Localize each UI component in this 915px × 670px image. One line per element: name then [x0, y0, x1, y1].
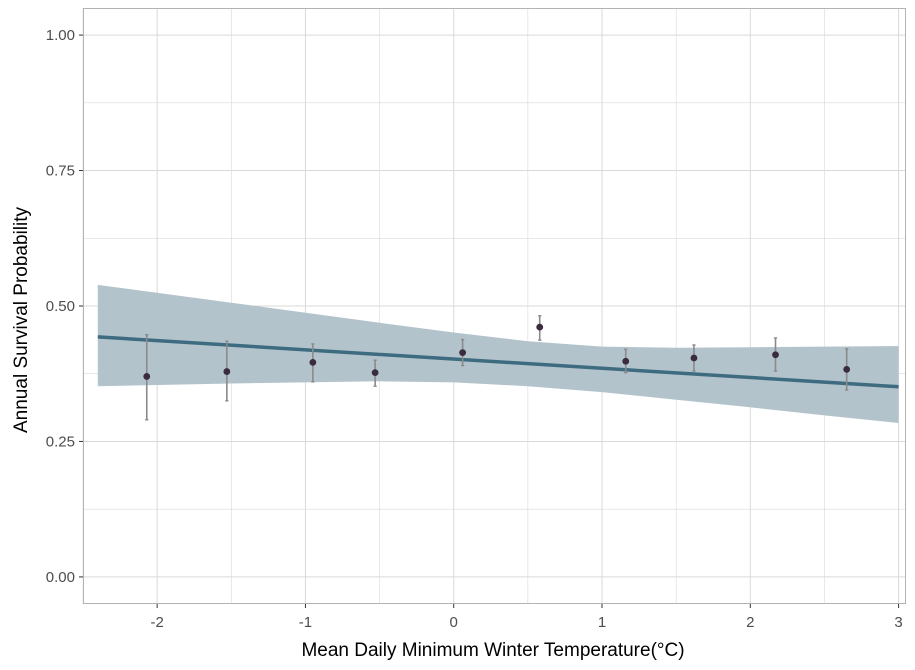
data-point	[772, 337, 779, 372]
data-point	[536, 315, 544, 341]
point-marker	[371, 369, 379, 377]
y-tick-label: 0.25	[46, 433, 75, 450]
point-marker	[143, 373, 151, 380]
y-tick-label: 0.00	[46, 569, 75, 586]
x-tick-label: -2	[150, 614, 163, 631]
point-marker	[690, 354, 698, 362]
x-axis-title: Mean Daily Minimum Winter Temperature(°C…	[301, 640, 684, 661]
panel-border	[83, 8, 906, 604]
x-tick-label: 2	[746, 614, 754, 631]
fitted-line	[97, 335, 899, 389]
y-tick-labels: 0.00 0.25 0.50 0.75 1.00	[46, 27, 83, 586]
y-tick-label: 0.75	[46, 163, 75, 180]
y-tick-label: 0.50	[46, 298, 75, 315]
data-point	[843, 348, 851, 391]
y-axis-title: Annual Survival Probability	[11, 207, 32, 434]
point-marker	[309, 358, 317, 366]
x-tick-label: 3	[894, 614, 902, 631]
plot-panel	[82, 8, 906, 604]
y-tick-label: 1.00	[46, 27, 75, 44]
data-point	[690, 344, 698, 372]
point-marker	[536, 323, 544, 331]
data-point	[459, 338, 467, 367]
point-marker	[622, 357, 630, 365]
data-point	[223, 340, 231, 402]
data-point	[622, 348, 630, 374]
confidence-ribbon	[97, 284, 899, 423]
point-marker	[223, 368, 231, 375]
data-point	[371, 359, 379, 387]
data-point	[143, 334, 151, 421]
point-marker	[843, 365, 851, 373]
point-marker	[772, 351, 779, 359]
x-tick-label: 0	[450, 614, 458, 631]
x-tick-label: -1	[299, 614, 312, 631]
point-marker	[459, 349, 467, 356]
data-point	[309, 343, 317, 383]
x-tick-labels: -2 -1 0 1 2 3	[150, 604, 903, 631]
x-tick-label: 1	[598, 614, 606, 631]
